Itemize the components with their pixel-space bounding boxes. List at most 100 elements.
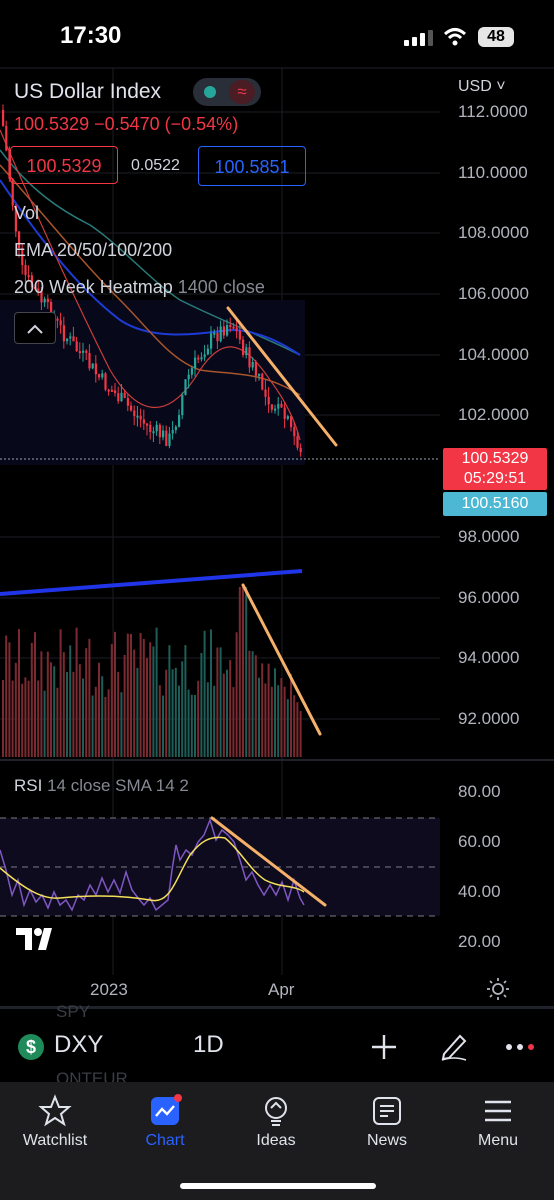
candle [203, 354, 206, 358]
tab-label: Watchlist [22, 1132, 88, 1149]
rsi-trendline[interactable] [210, 816, 327, 907]
timeframe-button[interactable]: 1D [193, 1031, 224, 1058]
star-icon [38, 1094, 72, 1127]
candle [69, 336, 72, 339]
home-indicator [180, 1183, 376, 1189]
indicator-vol[interactable]: Vol [14, 203, 40, 223]
sell-button[interactable]: 100.5329 [10, 146, 118, 184]
volume-bar [283, 686, 286, 757]
tab-watchlist[interactable]: Watchlist [0, 1094, 110, 1150]
volume-bar [216, 647, 219, 757]
candle [184, 379, 187, 395]
volume-bar [11, 680, 14, 757]
candle [296, 436, 299, 448]
volume-bar [168, 645, 171, 757]
symbol-button[interactable]: DXY [54, 1031, 104, 1058]
volume-bar [270, 686, 273, 757]
volume-bar [72, 671, 75, 757]
candle [171, 430, 174, 434]
candle [130, 405, 133, 411]
volume-bar [56, 687, 59, 757]
volume-bar [251, 651, 254, 757]
candle [123, 392, 126, 398]
volume-bar [226, 669, 228, 757]
symbol-logo-icon: $ [18, 1034, 44, 1060]
market-status-pill[interactable]: ≈ [193, 78, 261, 106]
currency-label: USD [458, 78, 492, 95]
collapse-legend-button[interactable] [14, 312, 56, 344]
price-axis-label: 104.0000 [458, 345, 529, 364]
add-icon[interactable] [370, 1033, 398, 1061]
rsi-legend[interactable]: RSI 14 close SMA 14 2 [14, 776, 189, 796]
volume-bars [2, 587, 302, 757]
candle [14, 205, 17, 232]
indicator-heatmap[interactable]: 200 Week Heatmap 1400 close [14, 277, 265, 298]
candle [85, 350, 88, 353]
drawing-pen-icon[interactable] [438, 1030, 470, 1062]
volume-trendline[interactable] [241, 583, 322, 736]
symbol-title[interactable]: US Dollar Index [14, 80, 162, 103]
battery-icon: 48 [478, 27, 514, 47]
volume-bar [248, 650, 251, 757]
candle [197, 357, 200, 360]
tab-label: News [366, 1132, 407, 1149]
tab-chart[interactable]: Chart [110, 1094, 220, 1150]
volume-bar [245, 587, 248, 757]
volume-bar [187, 689, 190, 757]
volume-bar [110, 644, 113, 757]
volume-bar [146, 658, 148, 757]
candle [187, 374, 190, 380]
tab-menu[interactable]: Menu [443, 1094, 553, 1150]
tab-ideas[interactable]: Ideas [221, 1094, 331, 1150]
market-open-icon [204, 86, 216, 98]
chevron-down-icon: ˅ [491, 78, 506, 95]
candle [24, 264, 27, 276]
candle [190, 368, 193, 375]
volume-bar [130, 634, 132, 757]
tab-news[interactable]: News [332, 1094, 442, 1150]
volume-bar [197, 680, 200, 757]
candle [40, 291, 43, 303]
candle [194, 357, 197, 369]
more-icon[interactable] [505, 1040, 535, 1054]
candle [248, 347, 251, 368]
volume-bar [123, 654, 126, 757]
candle [258, 373, 261, 376]
candle [155, 424, 158, 432]
volume-bar [101, 676, 104, 757]
candle [222, 326, 225, 336]
volume-bar [69, 645, 72, 757]
volume-bar [258, 677, 260, 757]
candle [91, 363, 94, 369]
volume-bar [8, 642, 11, 757]
price-axis-label: 96.0000 [458, 588, 520, 607]
volume-bar [21, 683, 24, 757]
buy-button[interactable]: 100.5851 [198, 146, 306, 186]
volume-bar [136, 667, 139, 757]
price-axis-label: 108.0000 [458, 223, 529, 242]
candle [229, 325, 232, 328]
last-price: 100.5329 [461, 450, 529, 467]
volume-bar [24, 677, 27, 757]
chart-icon [151, 1094, 182, 1125]
volume-bar [91, 695, 94, 757]
price-chart[interactable] [0, 66, 554, 1010]
tab-label: Menu [477, 1132, 519, 1149]
price-trendline[interactable] [226, 306, 338, 447]
volume-bar [194, 694, 196, 757]
candle [78, 351, 81, 354]
status-time: 17:30 [60, 22, 122, 49]
currency-selector[interactable]: USD ˅ [458, 78, 506, 96]
volume-bar [299, 710, 302, 757]
volume-bar [120, 692, 123, 757]
volume-bar [184, 645, 187, 757]
settings-sun-icon[interactable] [486, 977, 510, 1001]
volume-bar [293, 695, 296, 757]
volume-bar [229, 660, 232, 757]
candle [168, 433, 171, 446]
indicator-ema[interactable]: EMA 20/50/100/200 [14, 240, 173, 260]
volume-bar [5, 635, 8, 757]
candle [216, 332, 219, 342]
volume-bar [104, 696, 107, 757]
candle [206, 348, 209, 355]
